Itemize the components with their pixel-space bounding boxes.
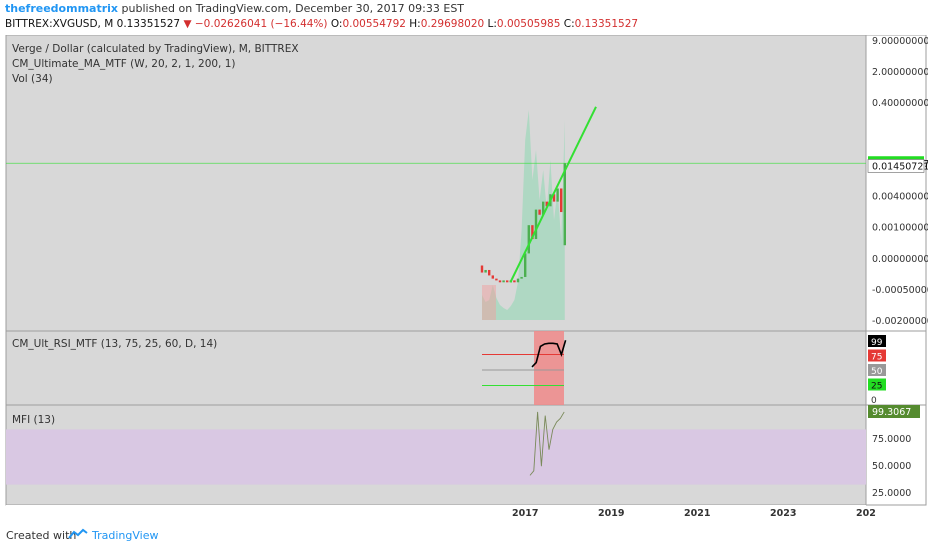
- volume-area: [482, 110, 565, 320]
- candle: [542, 201, 545, 215]
- symbol-label: BITTREX:XVGUSD, M: [5, 18, 114, 30]
- low-value: 0.00505985: [496, 18, 561, 30]
- pane-bg-1: [5, 34, 867, 332]
- rsi-axis-label: 75: [871, 353, 882, 363]
- rsi-axis-label: 25: [871, 382, 882, 392]
- trendline: [509, 106, 597, 283]
- candle: [488, 269, 491, 276]
- time-axis-bg: [6, 505, 866, 520]
- candle: [531, 225, 534, 240]
- candle: [484, 269, 487, 273]
- created-with-text: Created with: [6, 529, 77, 542]
- low-label: L:: [487, 18, 497, 30]
- down-arrow-icon: ▼: [183, 18, 192, 30]
- rsi-badge: [868, 349, 886, 362]
- mfi-band: [6, 429, 866, 485]
- time-tick-label: 2019: [598, 508, 624, 519]
- tradingview-logo-icon[interactable]: [68, 528, 88, 540]
- candle: [560, 188, 563, 213]
- candle: [491, 275, 494, 279]
- pane-bg-2: [5, 330, 867, 406]
- high-label: H:: [409, 18, 421, 30]
- rsi-badge: [868, 335, 886, 347]
- chart-svg[interactable]: 9.000000002.000000000.400000000.13351527…: [4, 34, 932, 520]
- publish-header: thefreedommatrix published on TradingVie…: [5, 2, 464, 15]
- price-tick-label: 0.00400000: [872, 192, 928, 203]
- mfi-axis-label: 25.0000: [872, 488, 911, 499]
- price-tick-label: 2.00000000: [872, 67, 928, 78]
- price-legend-label: Verge / Dollar (calculated by TradingVie…: [12, 43, 299, 55]
- time-tick-label: 2023: [770, 508, 796, 519]
- high-value: 0.29698020: [420, 18, 485, 30]
- axis-bg-1: [865, 34, 927, 332]
- candle: [516, 278, 520, 283]
- author-link[interactable]: thefreedommatrix: [5, 2, 119, 15]
- close-value: 0.13351527: [574, 18, 639, 30]
- rsi-axis-label: 99: [871, 338, 883, 348]
- price-tick-label: 0.40000000: [872, 98, 928, 109]
- candle: [524, 253, 527, 277]
- published-text: published on TradingView.com, December 3…: [121, 2, 465, 15]
- candle: [513, 280, 516, 283]
- open-value: 0.00554792: [342, 18, 406, 30]
- price-legend-label: Vol (34): [12, 73, 53, 85]
- rsi-axis-label: 50: [871, 367, 883, 377]
- rsi-axis-label: 0: [871, 396, 877, 406]
- mfi-legend-label: MFI (13): [12, 414, 55, 426]
- candle: [545, 201, 548, 207]
- candle: [538, 209, 541, 215]
- price-tick-label: 0.00000000: [872, 254, 928, 265]
- candle: [498, 280, 502, 283]
- rsi-badge: [868, 378, 886, 391]
- mfi-axis-label: 50.0000: [872, 461, 911, 472]
- axis-bg-3: [865, 404, 927, 506]
- footer: Created with TradingView: [0, 520, 932, 550]
- candle: [502, 280, 505, 283]
- change-value: −0.02626041 (−16.44%): [194, 18, 328, 30]
- time-tick-label: 2017: [512, 508, 538, 519]
- rsi-badge: [868, 364, 886, 376]
- open-label: O:: [330, 18, 343, 30]
- mfi-axis-label: 75.0000: [872, 434, 911, 445]
- time-tick-label: 2021: [684, 508, 710, 519]
- candle: [534, 209, 538, 240]
- candle: [480, 265, 484, 273]
- candle: [556, 188, 559, 202]
- candle: [520, 276, 523, 279]
- secondary-price-label: 0.01450721: [872, 161, 928, 172]
- candle: [563, 163, 566, 246]
- price-tick-label: 9.00000000: [872, 36, 928, 47]
- rsi-line: [531, 340, 567, 368]
- mfi-badge: [868, 405, 920, 418]
- price-tick-label: -0.00200000: [872, 316, 928, 327]
- symbol-header: BITTREX:XVGUSD, M 0.13351527 ▼ −0.026260…: [5, 18, 638, 30]
- candle: [552, 194, 556, 202]
- price-legend-label: CM_Ultimate_MA_MTF (W, 20, 2, 1, 200, 1): [12, 58, 236, 70]
- price-tick-label: 0.00100000: [872, 223, 928, 234]
- price-tick-label: -0.00050000: [872, 285, 928, 296]
- mfi-axis-label: 99.3067: [872, 407, 911, 418]
- rsi-overbought-zone: [534, 331, 564, 405]
- candle: [495, 278, 498, 281]
- rsi-legend-label: CM_Ult_RSI_MTF (13, 75, 25, 60, D, 14): [12, 338, 217, 350]
- volume-red-area: [482, 285, 496, 320]
- tradingview-brand-link[interactable]: TradingView: [92, 529, 159, 542]
- chart-container[interactable]: 9.000000002.000000000.400000000.13351527…: [4, 34, 932, 520]
- time-tick-label: 202: [856, 508, 876, 519]
- price-value: 0.13351527: [116, 18, 181, 30]
- secondary-price-badge: [867, 159, 925, 173]
- candle: [527, 225, 530, 254]
- candle: [506, 280, 509, 283]
- close-label: C:: [563, 18, 575, 30]
- mfi-line: [529, 411, 565, 476]
